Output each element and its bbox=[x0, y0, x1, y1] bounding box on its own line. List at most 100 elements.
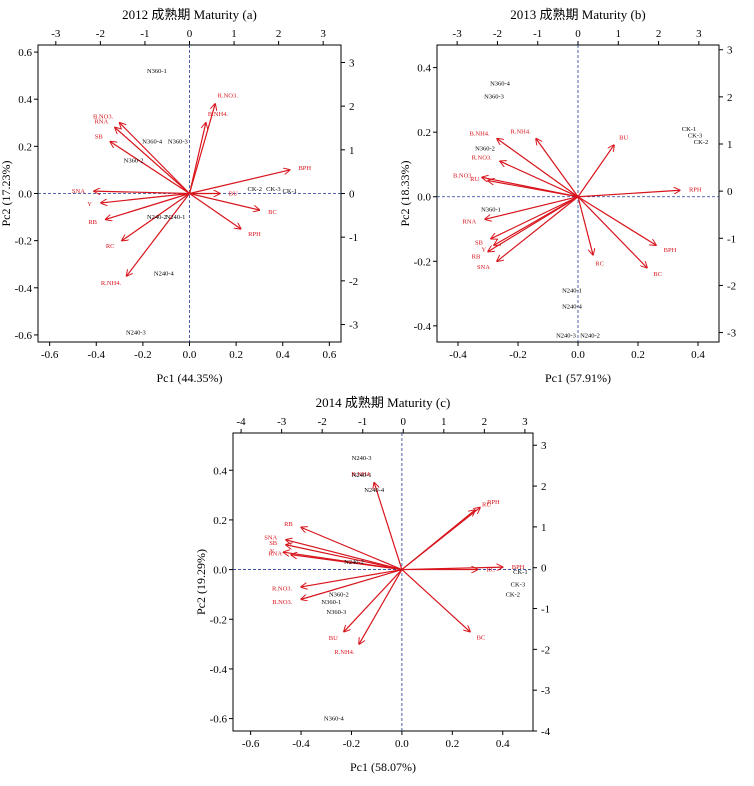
loading-arrow bbox=[115, 128, 190, 194]
x-tick-label: -0.2 bbox=[509, 349, 526, 361]
loading-arrow bbox=[500, 161, 579, 198]
right-tick-label: -1 bbox=[541, 604, 550, 616]
y-tick-label: 0.6 bbox=[18, 47, 32, 59]
variable-label: RC bbox=[595, 261, 604, 268]
variable-label: BC bbox=[268, 209, 277, 216]
right-tick-label: 3 bbox=[727, 45, 733, 57]
loading-arrow bbox=[359, 569, 403, 645]
sample-label: CK-3 bbox=[688, 132, 702, 139]
variable-label: B.NH4. bbox=[469, 130, 490, 137]
top-tick-label: 1 bbox=[231, 28, 237, 40]
y-axis-label: Pc2 (18.33%) bbox=[398, 161, 412, 227]
variable-label: RPH bbox=[487, 499, 500, 506]
variable-label: RNA bbox=[94, 119, 108, 126]
sample-label: N360-4 bbox=[490, 81, 511, 88]
variable-label: BU bbox=[619, 135, 628, 142]
x-tick-label: -0.6 bbox=[41, 349, 59, 361]
loading-arrow bbox=[401, 569, 470, 632]
y-tick-label: -0.6 bbox=[210, 714, 228, 726]
variable-label: BU bbox=[229, 191, 238, 198]
y-axis-label: Pc2 (17.23%) bbox=[0, 161, 13, 227]
loading-arrow bbox=[577, 196, 656, 245]
loading-arrow bbox=[577, 196, 647, 268]
top-tick-label: -3 bbox=[277, 416, 287, 428]
right-tick-label: 2 bbox=[727, 92, 733, 104]
top-tick-label: -2 bbox=[96, 28, 105, 40]
loading-arrow bbox=[577, 145, 614, 198]
top-tick-label: 0 bbox=[187, 28, 193, 40]
loading-arrow bbox=[286, 540, 403, 571]
sample-label: N360-2 bbox=[475, 145, 495, 152]
loading-arrow bbox=[189, 170, 290, 195]
top-tick-label: -3 bbox=[453, 28, 463, 40]
y-tick-label: -0.4 bbox=[210, 664, 228, 676]
variable-label: BPH bbox=[664, 247, 677, 254]
panel-a: -0.6 -0.4 -0.2 0.0 0.2 0.4 0.6 -0.6 -0.4 -0.2 0.0 0… bbox=[0, 7, 359, 385]
sample-label: N360-2 bbox=[329, 591, 349, 598]
right-tick-label: 3 bbox=[349, 57, 355, 69]
sample-label: CK-2 bbox=[506, 591, 520, 598]
variable-label: RPH bbox=[248, 231, 261, 238]
loading-arrow bbox=[101, 192, 190, 203]
loading-arrow bbox=[188, 123, 206, 194]
top-tick-label: -2 bbox=[318, 416, 327, 428]
plot-frame bbox=[232, 432, 534, 732]
top-tick-label: -1 bbox=[140, 28, 149, 40]
sample-label: N240-1 bbox=[352, 472, 372, 479]
y-tick-label: -0.2 bbox=[15, 236, 32, 248]
variable-label: B.NO3. bbox=[453, 173, 474, 180]
sample-label: N360-1 bbox=[147, 68, 167, 75]
sample-label: CK-2 bbox=[694, 139, 708, 146]
variable-label: RNA bbox=[268, 550, 282, 557]
loading-arrow bbox=[188, 104, 216, 194]
loading-arrow bbox=[536, 139, 579, 198]
variable-label: RB bbox=[88, 219, 97, 226]
sample-label: CK-1 bbox=[682, 126, 696, 133]
variable-label: RB bbox=[472, 253, 481, 260]
sample-label: CK-1 bbox=[282, 188, 296, 195]
variable-label: RU bbox=[482, 501, 491, 508]
right-tick-label: -1 bbox=[349, 232, 358, 244]
sample-label: N240-3 bbox=[556, 333, 576, 340]
variable-label: B.NO3. bbox=[272, 599, 293, 606]
chart-title: 2012 成熟期 Maturity (a) bbox=[122, 7, 257, 22]
top-tick-label: 2 bbox=[656, 28, 662, 40]
top-tick-label: 3 bbox=[320, 28, 326, 40]
sample-label: N360-1 bbox=[481, 207, 501, 214]
x-tick-label: -0.4 bbox=[88, 349, 106, 361]
right-tick-label: 0 bbox=[541, 563, 547, 575]
chart-title: 2013 成熟期 Maturity (b) bbox=[510, 7, 645, 22]
loading-arrow bbox=[301, 569, 403, 600]
y-tick-label: 0.4 bbox=[18, 94, 32, 106]
loading-arrow bbox=[401, 508, 480, 571]
top-tick-label: 2 bbox=[276, 28, 282, 40]
top-tick-label: 1 bbox=[616, 28, 622, 40]
sample-label: N240-4 bbox=[562, 303, 583, 310]
x-tick-label: 0.6 bbox=[322, 349, 336, 361]
right-tick-label: 0 bbox=[349, 189, 355, 201]
variable-label: R.NH4. bbox=[101, 280, 122, 287]
variable-label: Y bbox=[270, 548, 275, 555]
x-axis-label: Pc1 (57.91%) bbox=[545, 371, 611, 385]
sample-label: N240-2 bbox=[147, 214, 167, 221]
loading-arrow bbox=[106, 192, 190, 220]
chart-title: 2014 成熟期 Maturity (c) bbox=[316, 395, 451, 410]
y-tick-label: 0.2 bbox=[18, 141, 32, 153]
loading-arrow bbox=[189, 193, 241, 229]
variable-label: RB bbox=[284, 521, 293, 528]
loading-arrow bbox=[344, 569, 403, 632]
sample-label: N360-4 bbox=[142, 139, 163, 146]
top-tick-label: 1 bbox=[441, 416, 447, 428]
y-tick-label: -0.4 bbox=[414, 321, 432, 333]
variable-label: RC bbox=[487, 567, 496, 574]
sample-label: CK-1 bbox=[513, 569, 527, 576]
right-tick-label: -4 bbox=[541, 726, 551, 738]
variable-label: B.NH4. bbox=[208, 111, 229, 118]
x-tick-label: 0.2 bbox=[229, 349, 243, 361]
x-tick-label: -0.6 bbox=[242, 738, 260, 750]
loading-arrow bbox=[286, 545, 403, 571]
x-axis-label: Pc1 (58.07%) bbox=[350, 760, 416, 774]
variable-label: SB bbox=[95, 134, 104, 141]
x-tick-label: 0.4 bbox=[691, 349, 705, 361]
